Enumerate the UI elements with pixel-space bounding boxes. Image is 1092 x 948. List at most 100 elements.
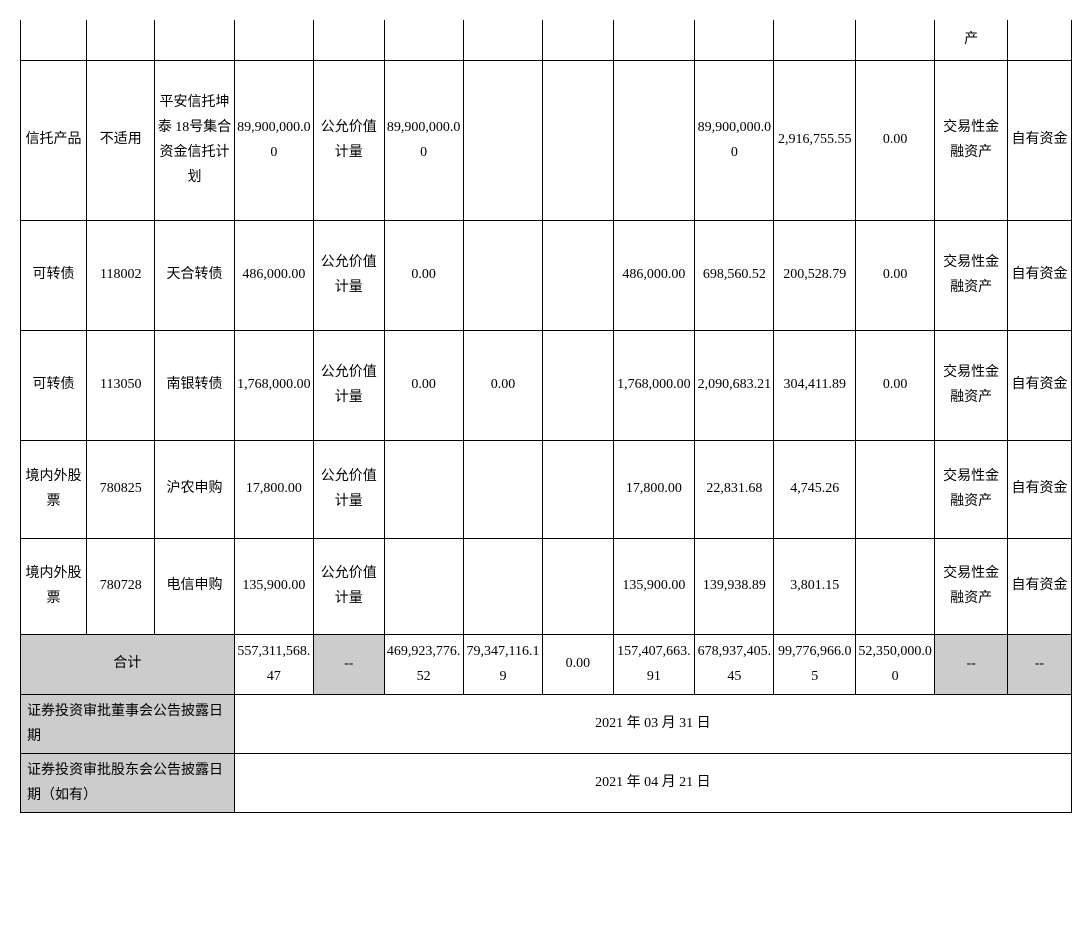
total-row: 合计 557,311,568.47 -- 469,923,776.52 79,3… [21, 634, 1072, 694]
cell-c5 [384, 440, 463, 538]
partial-h-c3 [234, 20, 313, 60]
cell-c3: 1,768,000.00 [234, 330, 313, 440]
total-c4: -- [314, 634, 385, 694]
cell-c8: 1,768,000.00 [613, 330, 695, 440]
footer-label-board: 证券投资审批董事会公告披露日期 [21, 694, 235, 753]
footer-row-board: 证券投资审批董事会公告披露日期 2021 年 03 月 31 日 [21, 694, 1072, 753]
cell-code: 113050 [87, 330, 155, 440]
cell-c3: 89,900,000.00 [234, 60, 313, 220]
cell-type: 境内外股票 [21, 538, 87, 634]
cell-c4: 公允价值计量 [314, 538, 385, 634]
footer-value-shareholder: 2021 年 04 月 21 日 [234, 753, 1071, 812]
partial-h-c1 [87, 20, 155, 60]
partial-h-c6 [463, 20, 542, 60]
cell-type: 可转债 [21, 220, 87, 330]
footer-label-shareholder: 证券投资审批股东会公告披露日期（如有） [21, 753, 235, 812]
cell-c9: 698,560.52 [695, 220, 774, 330]
cell-c10: 200,528.79 [774, 220, 856, 330]
footer-value-board: 2021 年 03 月 31 日 [234, 694, 1071, 753]
partial-h-c8 [613, 20, 695, 60]
cell-c4: 公允价值计量 [314, 220, 385, 330]
table-row: 境内外股票 780825 沪农申购 17,800.00 公允价值计量 17,80… [21, 440, 1072, 538]
cell-c8: 486,000.00 [613, 220, 695, 330]
total-c8: 157,407,663.91 [613, 634, 695, 694]
cell-c7 [543, 220, 614, 330]
cell-c12: 交易性金融资产 [935, 330, 1008, 440]
total-c3: 557,311,568.47 [234, 634, 313, 694]
cell-c12: 交易性金融资产 [935, 60, 1008, 220]
partial-h-c4 [314, 20, 385, 60]
cell-c12: 交易性金融资产 [935, 220, 1008, 330]
partial-h-c9 [695, 20, 774, 60]
cell-name: 沪农申购 [155, 440, 234, 538]
cell-name: 天合转债 [155, 220, 234, 330]
total-c12: -- [935, 634, 1008, 694]
cell-code: 780825 [87, 440, 155, 538]
partial-h-c0 [21, 20, 87, 60]
table-row: 可转债 118002 天合转债 486,000.00 公允价值计量 0.00 4… [21, 220, 1072, 330]
cell-c4: 公允价值计量 [314, 330, 385, 440]
cell-c10: 2,916,755.55 [774, 60, 856, 220]
cell-type: 境内外股票 [21, 440, 87, 538]
cell-c4: 公允价值计量 [314, 440, 385, 538]
total-c11: 52,350,000.00 [855, 634, 934, 694]
cell-c13: 自有资金 [1008, 330, 1072, 440]
cell-c12: 交易性金融资产 [935, 538, 1008, 634]
table-row: 境内外股票 780728 电信申购 135,900.00 公允价值计量 135,… [21, 538, 1072, 634]
cell-name: 电信申购 [155, 538, 234, 634]
partial-h-c11 [855, 20, 934, 60]
cell-c10: 4,745.26 [774, 440, 856, 538]
cell-c13: 自有资金 [1008, 60, 1072, 220]
cell-c9: 89,900,000.00 [695, 60, 774, 220]
total-c6: 79,347,116.19 [463, 634, 542, 694]
cell-type: 可转债 [21, 330, 87, 440]
total-c13: -- [1008, 634, 1072, 694]
cell-c6: 0.00 [463, 330, 542, 440]
cell-code: 118002 [87, 220, 155, 330]
cell-c3: 17,800.00 [234, 440, 313, 538]
partial-h-c5 [384, 20, 463, 60]
cell-code: 不适用 [87, 60, 155, 220]
total-c5: 469,923,776.52 [384, 634, 463, 694]
cell-c9: 2,090,683.21 [695, 330, 774, 440]
total-c9: 678,937,405.45 [695, 634, 774, 694]
cell-code: 780728 [87, 538, 155, 634]
cell-c8: 17,800.00 [613, 440, 695, 538]
cell-c9: 22,831.68 [695, 440, 774, 538]
cell-c13: 自有资金 [1008, 440, 1072, 538]
cell-c10: 3,801.15 [774, 538, 856, 634]
partial-header-row: 产 [21, 20, 1072, 60]
cell-c7 [543, 330, 614, 440]
cell-c6 [463, 538, 542, 634]
partial-h-c2 [155, 20, 234, 60]
footer-row-shareholder: 证券投资审批股东会公告披露日期（如有） 2021 年 04 月 21 日 [21, 753, 1072, 812]
cell-name: 南银转债 [155, 330, 234, 440]
cell-c4: 公允价值计量 [314, 60, 385, 220]
cell-type: 信托产品 [21, 60, 87, 220]
cell-c9: 139,938.89 [695, 538, 774, 634]
cell-c8: 135,900.00 [613, 538, 695, 634]
table-row: 信托产品 不适用 平安信托坤泰 18号集合资金信托计划 89,900,000.0… [21, 60, 1072, 220]
partial-h-c7 [543, 20, 614, 60]
cell-c5: 0.00 [384, 330, 463, 440]
cell-c3: 135,900.00 [234, 538, 313, 634]
securities-investment-table: 产 信托产品 不适用 平安信托坤泰 18号集合资金信托计划 89,900,000… [20, 20, 1072, 813]
cell-c13: 自有资金 [1008, 220, 1072, 330]
cell-c11 [855, 440, 934, 538]
table-row: 可转债 113050 南银转债 1,768,000.00 公允价值计量 0.00… [21, 330, 1072, 440]
cell-c11: 0.00 [855, 220, 934, 330]
cell-c12: 交易性金融资产 [935, 440, 1008, 538]
total-c7: 0.00 [543, 634, 614, 694]
cell-c11: 0.00 [855, 60, 934, 220]
cell-c7 [543, 538, 614, 634]
cell-c7 [543, 440, 614, 538]
total-c10: 99,776,966.05 [774, 634, 856, 694]
cell-c5: 89,900,000.00 [384, 60, 463, 220]
cell-c8 [613, 60, 695, 220]
partial-h-c13 [1008, 20, 1072, 60]
cell-c5: 0.00 [384, 220, 463, 330]
cell-name: 平安信托坤泰 18号集合资金信托计划 [155, 60, 234, 220]
cell-c10: 304,411.89 [774, 330, 856, 440]
total-label: 合计 [21, 634, 235, 694]
cell-c6 [463, 220, 542, 330]
